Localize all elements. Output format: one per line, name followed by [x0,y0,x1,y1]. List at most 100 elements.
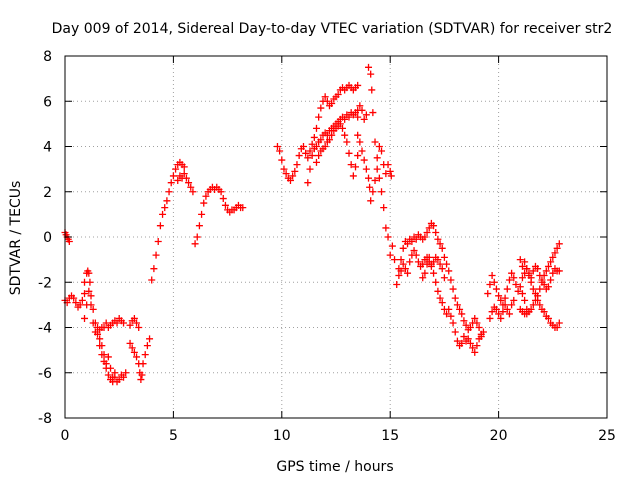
data-point [436,294,444,302]
data-point [366,183,374,191]
data-point [315,113,323,121]
axis-ticks [64,55,608,419]
data-point [102,360,110,368]
data-points [61,63,563,386]
data-point [113,319,121,327]
data-point [368,86,376,94]
data-point [497,296,505,304]
data-point [161,204,169,212]
data-point [460,333,468,341]
data-point [425,253,433,261]
data-point [471,314,479,322]
x-axis-title: GPS time / hours [276,459,393,475]
data-point [358,106,366,114]
x-tick-label: 25 [598,428,616,444]
data-point [503,285,511,293]
data-point [169,172,177,180]
y-tick-label: 2 [43,185,52,201]
data-point [518,262,526,270]
data-point [421,269,429,277]
data-point [479,328,487,336]
data-point [434,256,442,264]
data-point [518,274,526,282]
data-point [453,301,461,309]
data-point [451,328,459,336]
data-point [410,247,418,255]
data-point [321,143,329,150]
data-point [91,328,99,336]
data-point [325,136,333,144]
y-tick-label: -4 [38,321,52,337]
data-point [321,93,329,101]
data-point [65,238,73,246]
data-point [527,305,535,313]
data-point [143,342,151,350]
data-point [369,188,377,196]
data-point [529,301,537,309]
data-series [81,287,119,381]
data-point [408,238,416,246]
data-point [523,265,531,273]
data-point [529,285,537,293]
y-tick-label: 8 [43,49,52,65]
data-point [423,228,431,236]
data-series [126,335,154,384]
data-point [369,109,377,117]
data-point [512,281,520,289]
data-point [486,281,494,289]
data-series [304,106,362,187]
data-point [304,179,312,187]
data-point [356,102,364,110]
data-point [312,143,320,150]
data-point [549,269,557,277]
data-point [497,314,505,322]
data-point [362,111,370,119]
data-point [386,251,394,259]
data-point [291,167,299,175]
data-point [516,256,524,264]
data-point [395,271,403,279]
data-point [464,335,472,343]
x-tick-label: 0 [61,428,70,444]
data-point [365,174,373,182]
data-point [371,176,379,184]
data-point [367,70,375,78]
data-point [555,319,563,327]
data-point [315,152,323,160]
data-point [438,299,446,307]
data-point [412,251,420,259]
data-point [349,172,357,180]
data-point [501,294,509,302]
data-point [120,319,128,327]
data-series [354,63,395,180]
data-point [432,278,440,286]
data-point [375,143,383,150]
y-tick-labels: -8 -6 -4 -2 0 2 4 6 8 [38,49,52,427]
data-point [317,104,325,112]
data-point [187,183,195,191]
data-point [443,260,451,268]
data-point [126,339,134,347]
data-point [282,170,290,178]
data-point [295,152,303,160]
data-point [378,147,386,155]
data-point [536,301,544,309]
data-point [447,276,455,284]
data-point [98,342,106,350]
data-point [341,131,349,139]
data-point [276,147,284,155]
data-point [137,376,145,384]
data-series [273,81,362,184]
data-series [516,240,563,318]
data-point [85,269,93,277]
data-point [555,240,563,248]
data-point [336,120,344,128]
data-point [384,161,392,169]
data-point [365,63,373,71]
data-point [360,115,368,123]
data-point [109,373,117,381]
data-point [115,376,123,384]
data-point [352,163,360,171]
data-point [373,165,381,173]
data-point [458,310,466,318]
